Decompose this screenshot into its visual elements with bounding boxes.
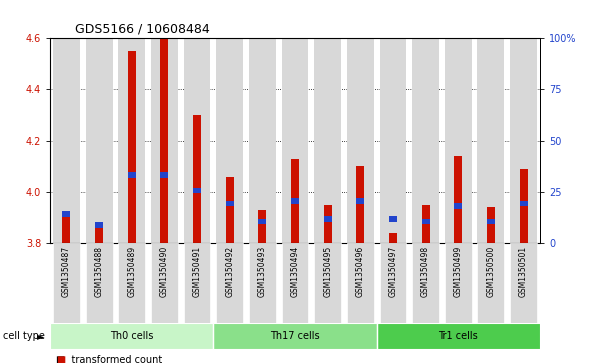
Text: GSM1350494: GSM1350494 xyxy=(290,246,300,297)
Bar xyxy=(281,243,309,323)
Bar xyxy=(520,201,527,206)
Bar xyxy=(445,243,471,323)
Bar xyxy=(412,243,439,323)
Text: Tr1 cells: Tr1 cells xyxy=(438,331,478,341)
Bar xyxy=(379,243,407,323)
Text: GSM1350493: GSM1350493 xyxy=(258,246,267,297)
Bar xyxy=(217,243,243,323)
Bar xyxy=(128,51,136,243)
Bar xyxy=(249,243,276,323)
Bar xyxy=(63,211,70,217)
Bar xyxy=(95,223,103,228)
Text: ■  transformed count: ■ transformed count xyxy=(56,355,162,363)
Bar xyxy=(454,203,462,209)
Text: ■: ■ xyxy=(56,355,65,363)
Bar xyxy=(324,205,332,243)
Bar xyxy=(422,219,430,224)
Bar xyxy=(249,38,276,243)
Text: GSM1350496: GSM1350496 xyxy=(356,246,365,297)
Bar xyxy=(128,172,136,178)
Bar xyxy=(53,38,80,243)
Bar xyxy=(487,207,495,243)
Bar xyxy=(86,38,113,243)
Bar xyxy=(160,38,168,243)
Bar xyxy=(422,205,430,243)
Bar xyxy=(389,233,397,243)
Bar xyxy=(347,243,373,323)
Bar xyxy=(487,219,495,224)
Bar xyxy=(258,219,266,224)
Bar xyxy=(356,198,364,204)
Bar xyxy=(86,243,113,323)
Bar xyxy=(291,198,299,204)
Bar xyxy=(258,210,266,243)
Bar xyxy=(281,38,309,243)
Bar xyxy=(119,38,145,243)
Bar xyxy=(53,243,80,323)
Bar xyxy=(226,176,234,243)
Bar xyxy=(520,169,527,243)
Bar xyxy=(510,243,537,323)
Bar xyxy=(226,201,234,206)
Bar xyxy=(412,38,439,243)
Bar xyxy=(50,323,214,349)
Bar xyxy=(379,38,407,243)
Bar xyxy=(193,115,201,243)
Text: ►: ► xyxy=(37,331,45,341)
Bar xyxy=(151,38,178,243)
Bar xyxy=(95,225,103,243)
Text: GSM1350487: GSM1350487 xyxy=(62,246,71,297)
Bar xyxy=(376,323,540,349)
Text: GSM1350490: GSM1350490 xyxy=(160,246,169,297)
Text: GSM1350499: GSM1350499 xyxy=(454,246,463,297)
Bar xyxy=(183,243,211,323)
Text: GDS5166 / 10608484: GDS5166 / 10608484 xyxy=(74,23,209,36)
Text: GSM1350489: GSM1350489 xyxy=(127,246,136,297)
Text: GSM1350497: GSM1350497 xyxy=(388,246,398,297)
Bar xyxy=(477,243,504,323)
Text: cell type: cell type xyxy=(3,331,45,341)
Text: GSM1350501: GSM1350501 xyxy=(519,246,528,297)
Bar xyxy=(389,216,397,222)
Bar xyxy=(510,38,537,243)
Bar xyxy=(183,38,211,243)
Bar xyxy=(214,323,376,349)
Bar xyxy=(119,243,145,323)
Bar xyxy=(314,38,341,243)
Bar xyxy=(217,38,243,243)
Text: GSM1350488: GSM1350488 xyxy=(94,246,104,297)
Text: GSM1350492: GSM1350492 xyxy=(225,246,234,297)
Bar xyxy=(445,38,471,243)
Bar xyxy=(347,38,373,243)
Text: Th17 cells: Th17 cells xyxy=(270,331,320,341)
Bar xyxy=(356,166,364,243)
Bar xyxy=(454,156,462,243)
Bar xyxy=(160,172,168,178)
Text: GSM1350495: GSM1350495 xyxy=(323,246,332,297)
Bar xyxy=(477,38,504,243)
Bar xyxy=(63,215,70,243)
Bar xyxy=(314,243,341,323)
Bar xyxy=(151,243,178,323)
Text: GSM1350498: GSM1350498 xyxy=(421,246,430,297)
Text: GSM1350491: GSM1350491 xyxy=(192,246,202,297)
Text: Th0 cells: Th0 cells xyxy=(110,331,153,341)
Bar xyxy=(193,188,201,193)
Bar xyxy=(324,216,332,222)
Bar xyxy=(291,159,299,243)
Text: GSM1350500: GSM1350500 xyxy=(486,246,496,297)
